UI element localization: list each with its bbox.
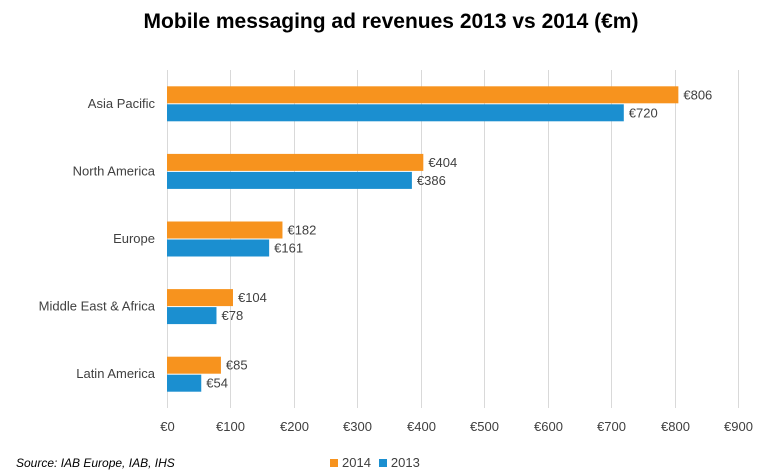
bar-2014-middle-east-africa <box>167 289 233 307</box>
legend-item-2014: 2014 <box>330 455 371 470</box>
data-label-2014-asia-pacific: €806 <box>683 87 712 102</box>
x-tick-label-0: €0 <box>160 419 174 434</box>
data-label-2013-latin-america: €54 <box>206 376 228 391</box>
x-tick-label-200: €200 <box>280 419 309 434</box>
bar-2014-north-america <box>167 153 424 171</box>
category-label-middle-east-africa: Middle East & Africa <box>39 299 156 314</box>
legend-swatch-2013 <box>378 458 387 467</box>
bar-2014-europe <box>167 221 283 239</box>
legend-swatch-2014 <box>330 458 338 467</box>
x-tick-label-300: €300 <box>343 419 372 434</box>
bar-2013-asia-pacific <box>167 104 624 122</box>
bar-2013-latin-america <box>167 374 202 392</box>
legend-label-2014: 2014 <box>342 455 371 470</box>
bar-2013-middle-east-africa <box>167 307 217 325</box>
legend-label-2013: 2013 <box>390 455 420 470</box>
bar-2014-asia-pacific <box>167 86 679 104</box>
bars <box>167 86 679 392</box>
data-label-2014-middle-east-africa: €104 <box>238 290 267 305</box>
legend-item-2013: 2013 <box>378 455 420 470</box>
source-note: Source: IAB Europe, IAB, IHS <box>16 456 175 470</box>
x-tick-label-600: €600 <box>534 419 563 434</box>
bar-2014-latin-america <box>167 356 221 374</box>
category-label-asia-pacific: Asia Pacific <box>88 96 156 111</box>
x-tick-label-400: €400 <box>407 419 436 434</box>
bar-2013-north-america <box>167 171 412 189</box>
category-label-north-america: North America <box>73 163 156 178</box>
x-tick-label-100: €100 <box>216 419 245 434</box>
category-label-latin-america: Latin America <box>76 366 156 381</box>
data-label-2014-europe: €182 <box>287 223 316 238</box>
x-tick-label-800: €800 <box>661 419 690 434</box>
x-tick-label-700: €700 <box>597 419 626 434</box>
data-label-2013-europe: €161 <box>274 241 303 256</box>
category-label-europe: Europe <box>113 231 155 246</box>
grid-lines <box>167 70 739 408</box>
chart-title: Mobile messaging ad revenues 2013 vs 201… <box>143 10 639 33</box>
data-label-2014-north-america: €404 <box>428 155 457 170</box>
data-label-2014-latin-america: €85 <box>226 358 248 373</box>
data-label-2013-asia-pacific: €720 <box>629 105 658 120</box>
bar-2013-europe <box>167 239 270 257</box>
x-tick-label-500: €500 <box>470 419 499 434</box>
legend: 2014 2013 <box>330 455 428 470</box>
labels: €0 €100 €200 €300 €400 €500 €600 €700 €800 €900 As… <box>39 87 753 434</box>
data-label-2013-north-america: €386 <box>417 173 446 188</box>
data-label-2013-middle-east-africa: €78 <box>221 308 243 323</box>
x-tick-label-900: €900 <box>724 419 753 434</box>
